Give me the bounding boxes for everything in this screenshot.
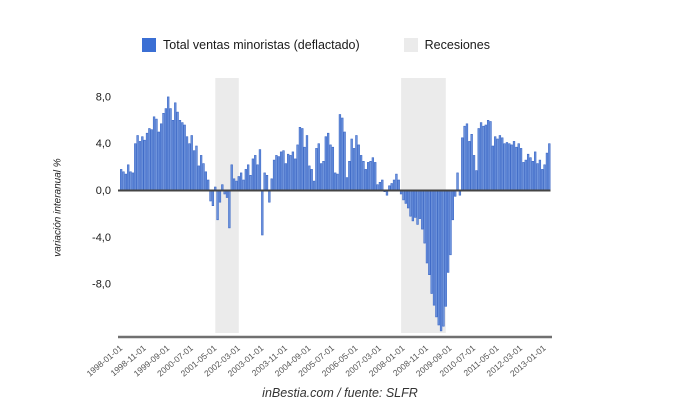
svg-text:8,0: 8,0	[96, 91, 111, 103]
svg-text:0,0: 0,0	[96, 185, 111, 197]
recessions-legend-label: Recesiones	[424, 38, 490, 52]
recessions-color-swatch	[403, 38, 418, 52]
series-legend-label: Total ventas minoristas (deflactado)	[163, 38, 360, 52]
x-axis-tick-labels: 1998-01-011998-11-011999-09-012000-07-01…	[85, 343, 548, 379]
y-axis-tick-labels: 8,0 4,0 0,0 -4,0 -8,0	[92, 91, 111, 290]
legend-item-recessions: Recesiones	[403, 38, 490, 52]
legend-item-series: Total ventas minoristas (deflactado)	[142, 38, 360, 52]
series-bars	[120, 96, 551, 332]
legend: Total ventas minoristas (deflactado) Rec…	[0, 38, 632, 52]
svg-text:4,0: 4,0	[96, 138, 111, 150]
source-caption: inBestia.com / fuente: SLFR	[262, 386, 418, 400]
series-color-swatch	[142, 38, 157, 52]
svg-text:-8,0: -8,0	[92, 279, 111, 291]
svg-text:-4,0: -4,0	[92, 232, 111, 244]
